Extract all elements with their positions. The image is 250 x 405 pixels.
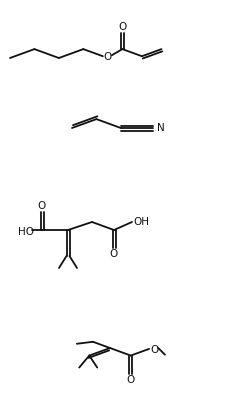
Text: O: O [104, 52, 112, 62]
Text: O: O [150, 345, 158, 355]
Text: N: N [157, 123, 165, 133]
Text: HO: HO [18, 227, 34, 237]
Text: O: O [118, 22, 126, 32]
Text: O: O [127, 375, 135, 385]
Text: OH: OH [133, 217, 149, 227]
Text: O: O [38, 201, 46, 211]
Text: O: O [110, 249, 118, 259]
